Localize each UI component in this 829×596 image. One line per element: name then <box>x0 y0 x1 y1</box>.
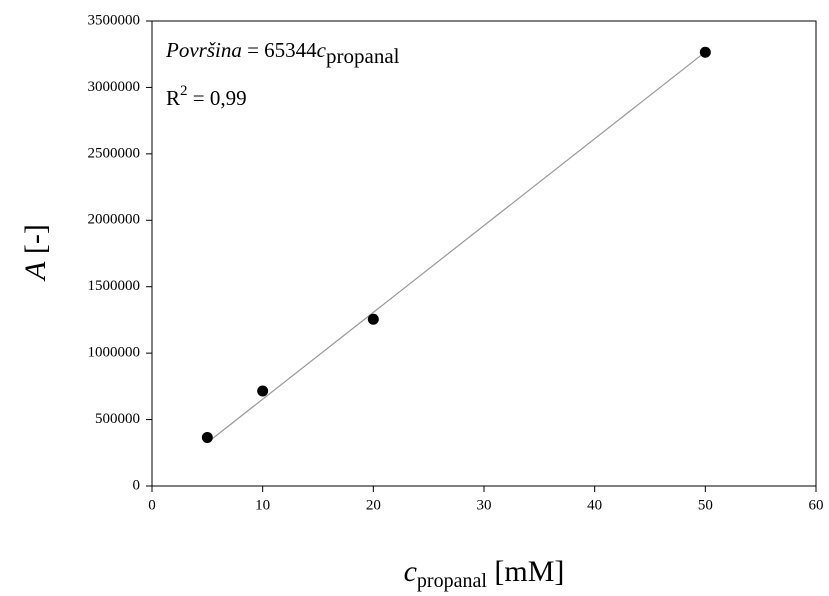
r-squared: R2 = 0,99 <box>166 83 247 109</box>
y-label-part: [-] <box>19 224 52 261</box>
data-point <box>699 46 711 58</box>
x-label-part: c <box>404 555 417 588</box>
eq-part: = 65344 <box>242 38 317 62</box>
x-tick-label: 50 <box>698 497 713 513</box>
r-part: = 0,99 <box>188 86 247 110</box>
x-label-subscript: propanal <box>417 570 487 592</box>
y-tick-label: 0 <box>133 477 141 493</box>
y-tick-label: 2500000 <box>88 145 141 161</box>
x-label-part: [mM] <box>487 555 565 588</box>
eq-subscript: propanal <box>326 44 400 68</box>
y-tick-label: 3500000 <box>88 12 141 28</box>
data-point <box>201 432 213 444</box>
x-tick-label: 0 <box>148 497 156 513</box>
x-tick-label: 20 <box>366 497 381 513</box>
y-tick-label: 1000000 <box>88 345 141 361</box>
x-tick-label: 40 <box>587 497 602 513</box>
x-tick-label: 60 <box>809 497 824 513</box>
r-superscript: 2 <box>180 83 188 99</box>
y-axis-label: A [-] <box>19 224 52 282</box>
y-tick-label: 1500000 <box>88 278 141 294</box>
y-tick-label: 3000000 <box>88 79 141 95</box>
x-tick-label: 10 <box>255 497 270 513</box>
x-axis-label: cpropanal [mM] <box>404 555 565 592</box>
eq-part: Površina <box>165 38 242 62</box>
fit-line <box>206 51 706 444</box>
y-tick-label: 500000 <box>95 411 140 427</box>
y-tick-label: 2000000 <box>88 212 141 228</box>
x-tick-label: 30 <box>477 497 492 513</box>
plot-frame <box>151 20 817 487</box>
eq-part: c <box>317 38 327 62</box>
data-point <box>367 313 379 325</box>
equation: Površina = 65344cpropanal <box>165 38 400 68</box>
data-point <box>257 385 269 397</box>
y-label-part: A <box>19 261 52 282</box>
r-part: R <box>166 86 180 110</box>
